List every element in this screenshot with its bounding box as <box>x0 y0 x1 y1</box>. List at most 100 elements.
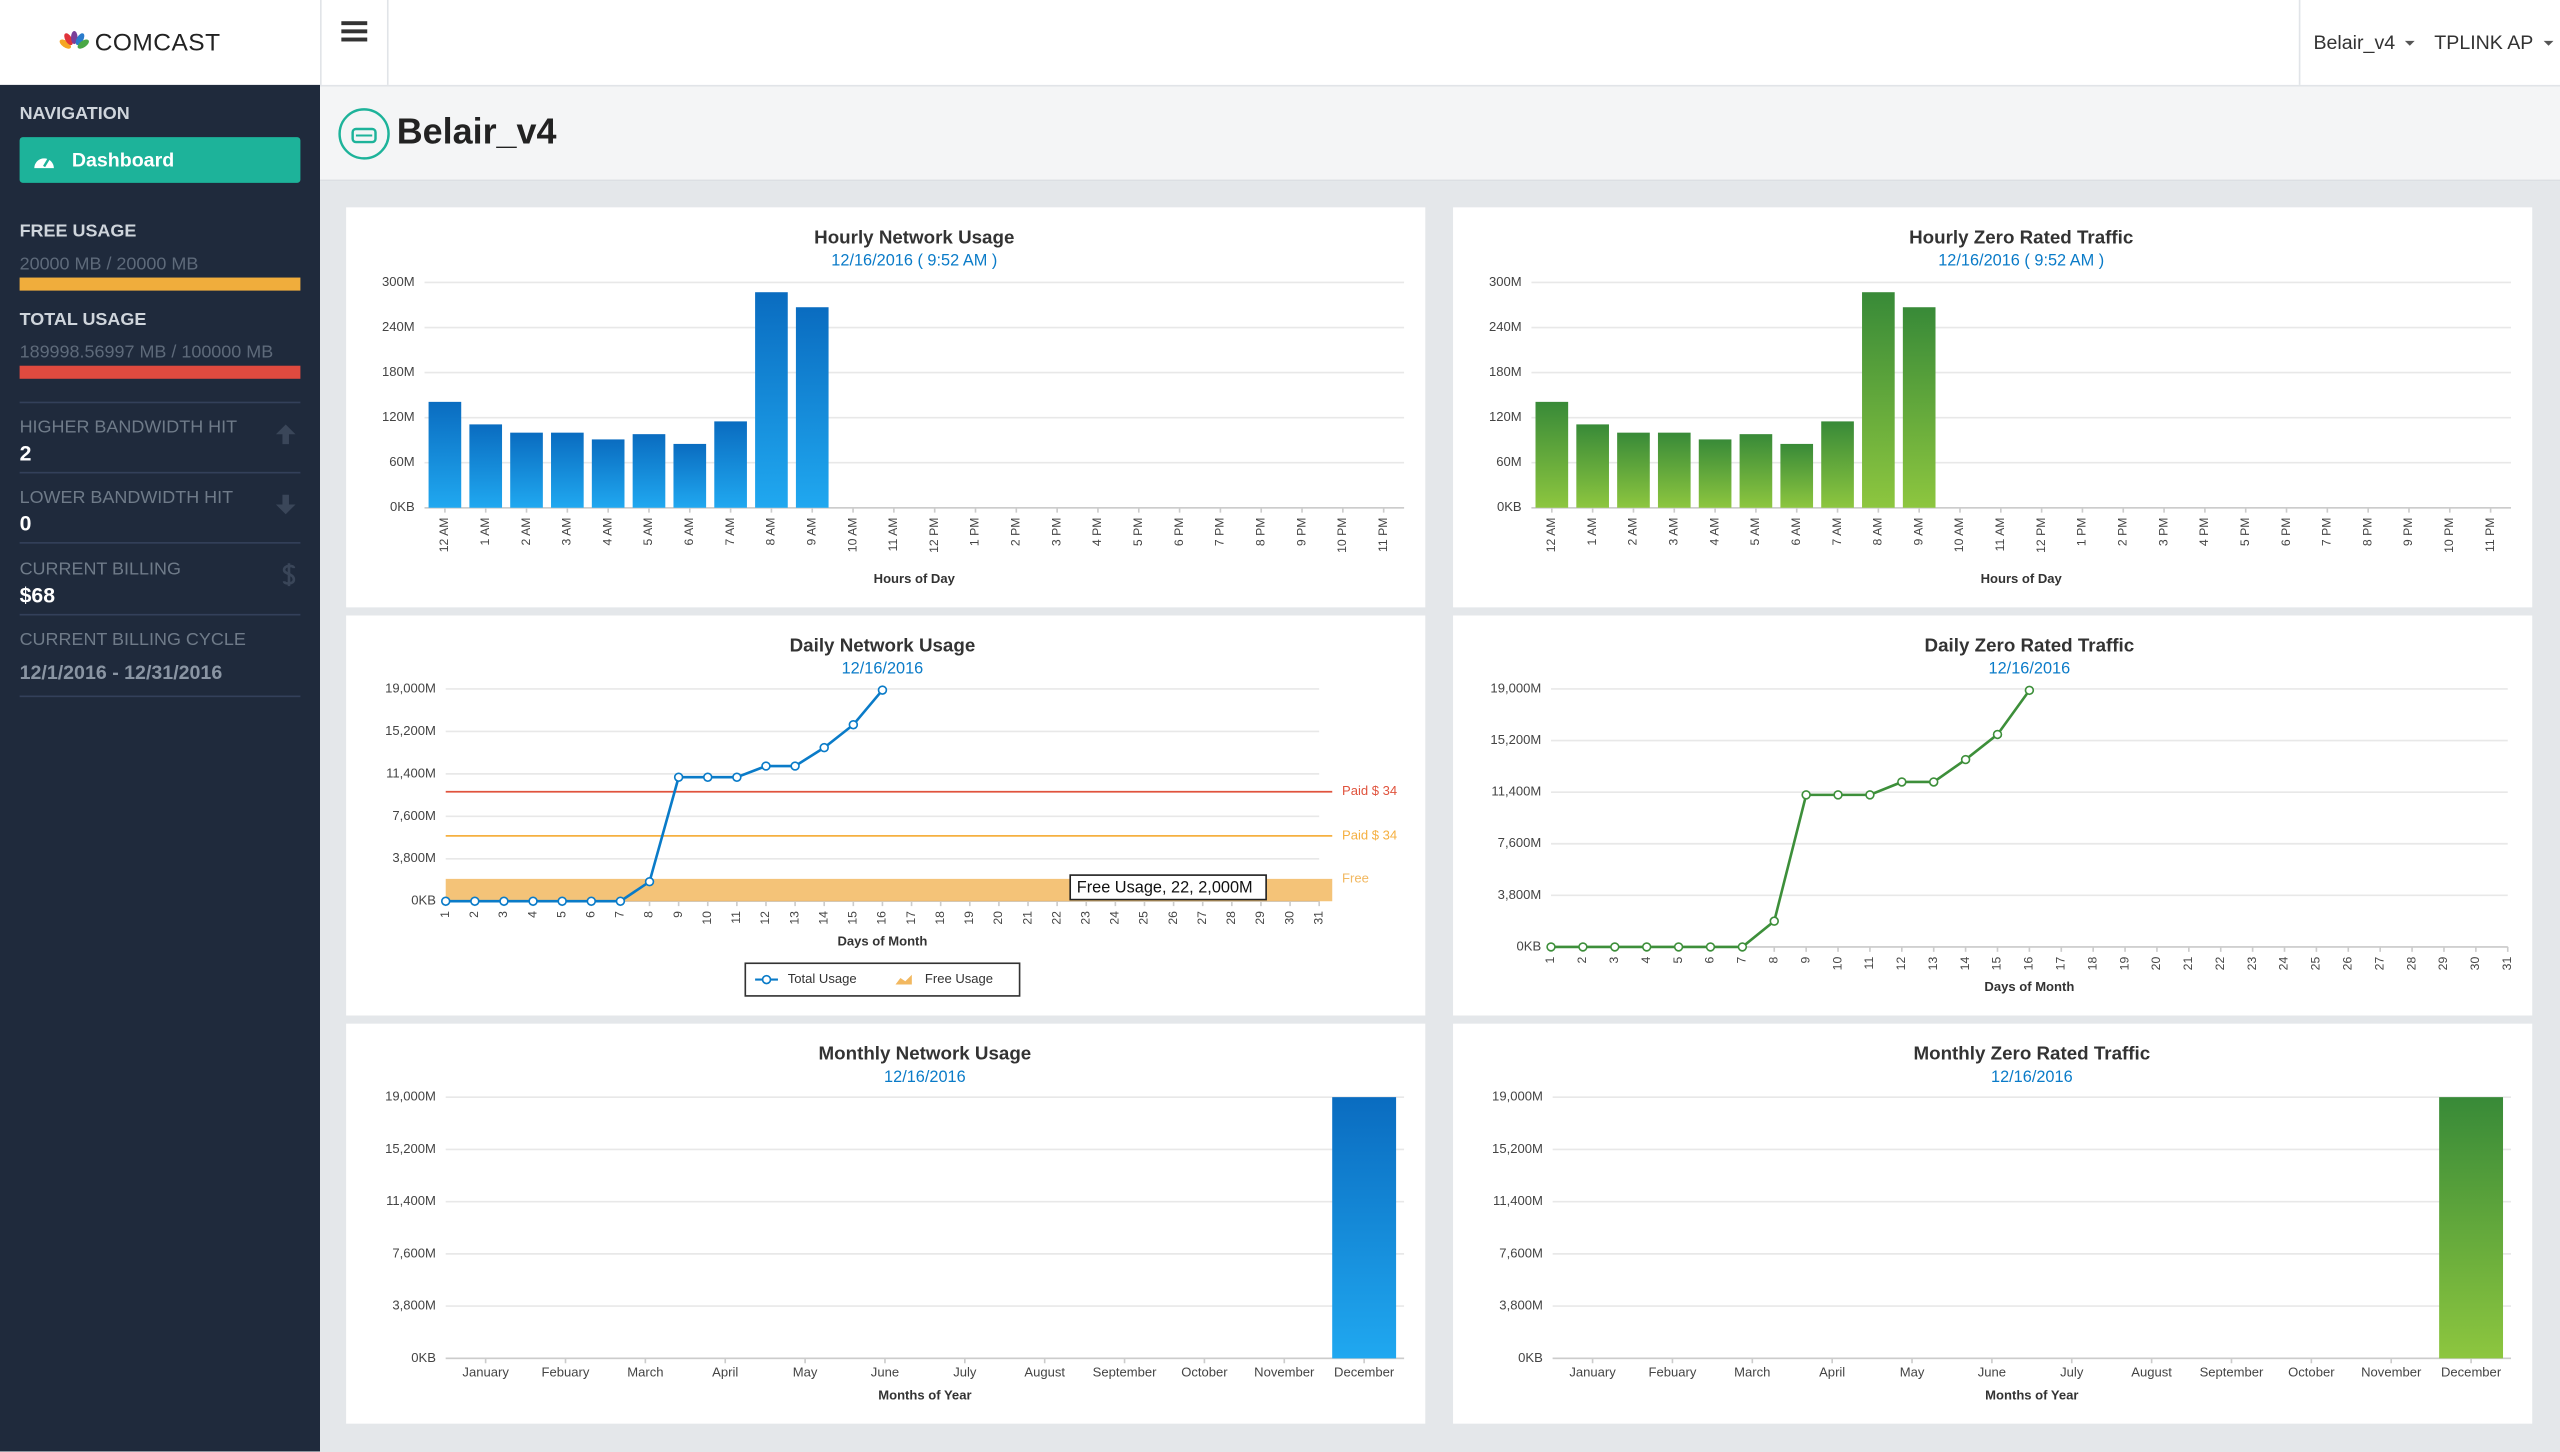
x-tick-label: 6 PM <box>2279 518 2293 547</box>
y-tick-label: 120M <box>1489 409 1522 424</box>
x-tick-label: June <box>1978 1365 2006 1380</box>
x-tick-label: 7 PM <box>1213 518 1227 547</box>
bar <box>1780 443 1814 508</box>
point <box>615 896 626 906</box>
x-tick-label: 12 AM <box>1544 518 1558 553</box>
bar <box>1739 434 1773 508</box>
x-tick-label: 19 <box>2117 957 2131 971</box>
divider <box>2298 0 2301 85</box>
x-tick-label: 30 <box>2468 957 2482 971</box>
x-tick-label: 1 AM <box>1585 518 1599 546</box>
chart: Daily Zero Rated Traffic 12/16/2016 0KB 3,8… <box>1490 634 2514 994</box>
y-tick-label: 180M <box>382 364 415 379</box>
usage-bar <box>19 365 301 379</box>
x-tick-label: 2 PM <box>1009 518 1023 547</box>
device-dropdown[interactable]: TPLINK AP <box>2434 31 2556 54</box>
x-tick-label: 26 <box>1166 911 1180 925</box>
point <box>557 896 567 906</box>
top-bar: COMCAST Belair_v4 TPLINK AP <box>0 0 2560 87</box>
bar <box>1617 432 1650 508</box>
sidebar: NAVIGATION Dashboard FREE USAGE 20000 MB… <box>0 84 320 1452</box>
legend-icon <box>761 974 772 985</box>
site-dropdown[interactable]: Belair_v4 <box>2313 31 2418 54</box>
x-tick-label: 2 AM <box>1626 518 1640 546</box>
x-tick-label: 31 <box>2500 957 2514 971</box>
nav-heading: NAVIGATION <box>19 104 130 125</box>
x-tick-label: 12 <box>758 911 772 925</box>
y-tick-label: 240M <box>1489 319 1522 334</box>
point <box>1769 916 1779 926</box>
stat-value: 2 <box>19 440 32 466</box>
divider <box>19 471 301 474</box>
y-tick-label: 0KB <box>390 499 415 514</box>
x-tick-label: 3 <box>1607 957 1621 964</box>
point <box>470 896 480 906</box>
tooltip-text: Free Usage, 22, 2,000M <box>1077 878 1253 896</box>
point <box>819 742 829 753</box>
stat-value: 0 <box>19 511 32 536</box>
bar <box>1902 307 1936 508</box>
bar <box>755 292 788 508</box>
bar <box>1576 424 1609 508</box>
chart: Hourly Network Usage 12/16/2016 ( 9:52 AM… <box>382 226 1405 586</box>
y-tick-label: 240M <box>382 319 415 334</box>
x-tick-label: 20 <box>2149 957 2163 971</box>
x-tick-label: 5 PM <box>2238 518 2252 547</box>
x-tick-label: 26 <box>2341 957 2355 971</box>
nav-item[interactable]: Dashboard <box>19 137 301 183</box>
stat-label: TOTAL USAGE <box>19 310 147 330</box>
stat-label: HIGHER BANDWIDTH HIT <box>19 417 238 438</box>
band-label: Free <box>1342 870 1369 885</box>
x-tick-label: 12 <box>1894 957 1908 971</box>
y-tick-label: 19,000M <box>1490 680 1541 695</box>
x-tick-label: 11 <box>1862 957 1876 970</box>
x-tick-label: 16 <box>875 911 889 925</box>
chart: Monthly Network Usage 12/16/2016 0KB 3,800M… <box>385 1043 1405 1402</box>
x-tick-label: 23 <box>2245 957 2259 971</box>
x-tick-label: 27 <box>2372 957 2386 971</box>
bar <box>591 439 625 508</box>
x-tick-label: 8 <box>1766 957 1780 964</box>
x-tick-label: 8 AM <box>764 518 778 546</box>
point <box>499 896 509 906</box>
bar <box>1657 432 1691 508</box>
x-tick-label: July <box>2060 1365 2084 1380</box>
x-axis-label: Months of Year <box>878 1387 971 1402</box>
point <box>2024 685 2035 696</box>
y-tick-label: 0KB <box>1497 499 1522 514</box>
y-tick-label: 15,200M <box>1492 1141 1543 1156</box>
legend: Total Usage Free Usage <box>744 962 1021 997</box>
x-tick-label: 13 <box>787 911 801 925</box>
menu-toggle[interactable] <box>341 20 368 43</box>
x-tick-label: 9 PM <box>2401 518 2415 547</box>
divider <box>386 0 389 85</box>
x-tick-label: 22 <box>1049 911 1063 925</box>
y-tick-label: 7,600M <box>1499 1245 1543 1260</box>
x-tick-label: 8 PM <box>1253 518 1267 547</box>
x-tick-label: 14 <box>816 911 830 925</box>
logo-text: COMCAST <box>94 29 221 58</box>
x-tick-label: June <box>871 1365 899 1380</box>
reference-label: Paid $ 34 <box>1342 783 1397 798</box>
chart-subtitle: 12/16/2016 <box>842 660 924 678</box>
x-tick-label: October <box>1181 1365 1228 1380</box>
tooltip: Free Usage, 22, 2,000M <box>1069 874 1267 901</box>
y-tick-label: 3,800M <box>1498 887 1542 902</box>
x-tick-label: 4 PM <box>2197 518 2211 547</box>
x-axis-label: Hours of Day <box>1981 571 2063 586</box>
x-tick-label: 8 <box>642 911 656 918</box>
stat-value: $68 <box>19 582 56 608</box>
point <box>673 772 684 782</box>
point <box>877 685 888 695</box>
chart-panel: Daily Network Usage 12/16/2016 0KB 3,800M 7,… <box>346 615 1426 1016</box>
y-tick-label: 15,200M <box>1490 732 1541 747</box>
y-tick-label: 7,600M <box>392 1245 436 1260</box>
x-tick-label: August <box>1024 1365 1065 1380</box>
bar <box>428 401 462 508</box>
x-tick-label: 2 AM <box>519 518 533 546</box>
y-tick-label: 19,000M <box>1492 1089 1543 1104</box>
usage-bar <box>19 277 301 291</box>
page-header: Belair_v4 <box>319 86 2560 182</box>
bar <box>510 432 543 508</box>
chart-panel: Monthly Network Usage 12/16/2016 0KB 3,800M… <box>346 1023 1426 1424</box>
